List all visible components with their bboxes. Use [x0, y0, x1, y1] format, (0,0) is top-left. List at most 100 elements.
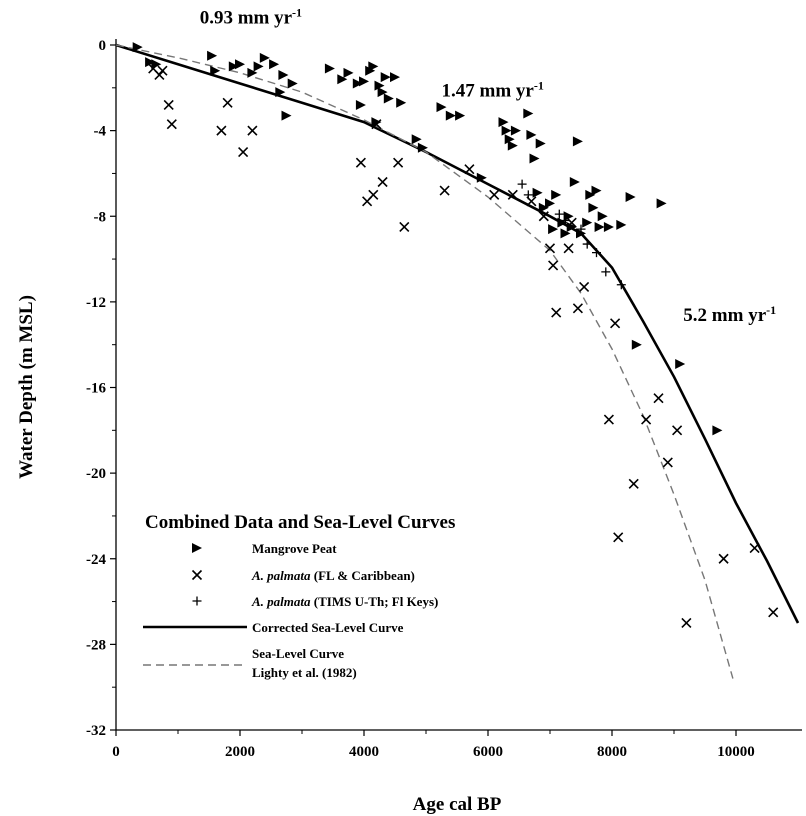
palmata-fl-caribbean-point	[439, 185, 450, 196]
palmata-fl-caribbean-point	[579, 281, 590, 292]
palmata-fl-caribbean-point	[551, 307, 562, 318]
mangrove-peat-point	[377, 87, 388, 98]
palmata-fl-caribbean-point	[544, 243, 556, 254]
y-tick-label: -32	[86, 723, 106, 739]
mangrove-peat-point	[396, 97, 407, 108]
y-axis-title: Water Depth (m MSL)	[16, 295, 37, 479]
palmata-fl-caribbean-point	[653, 393, 664, 404]
mangrove-peat-point	[588, 202, 599, 213]
palmata-tims-point	[576, 224, 586, 234]
palmata-fl-caribbean-point	[399, 221, 410, 233]
mangrove-peat-point	[247, 67, 258, 78]
mangrove-peat-point	[145, 57, 156, 68]
palmata-fl-caribbean-point	[216, 125, 227, 136]
mangrove-peat-point	[625, 191, 636, 202]
mangrove-peat-point	[582, 217, 593, 228]
mangrove-peat-point	[585, 189, 596, 200]
mangrove-peat-point	[368, 61, 379, 72]
legend: Combined Data and Sea-Level Curves Mangr…	[143, 512, 455, 680]
mangrove-peat-point	[355, 99, 366, 110]
mangrove-peat-point	[337, 74, 348, 85]
mangrove-peat-point	[616, 219, 627, 230]
data-points	[132, 42, 779, 629]
palmata-fl-caribbean-point	[672, 425, 683, 436]
mangrove-peat-point	[631, 339, 642, 350]
palmata-fl-caribbean-point	[610, 318, 621, 329]
rate-annotations: 0.93 mm yr-1 1.47 mm yr-1 5.2 mm yr-1	[200, 6, 776, 327]
palmata-tims-point	[561, 216, 570, 226]
y-tick-label: -8	[94, 209, 107, 225]
rate-annotation: 5.2 mm yr-1	[683, 303, 776, 326]
mangrove-peat-point	[132, 42, 143, 53]
mangrove-peat-point	[228, 61, 239, 72]
palmata-fl-caribbean-point	[238, 146, 249, 158]
palmata-tims-point	[582, 239, 592, 249]
palmata-fl-caribbean-point	[507, 189, 518, 200]
palmata-fl-caribbean-point	[563, 243, 574, 254]
mangrove-peat-point	[532, 187, 543, 198]
palmata-tims-point	[616, 280, 626, 290]
mangrove-peat-point	[359, 76, 369, 87]
mangrove-peat-point	[572, 136, 583, 147]
mangrove-peat-point	[523, 108, 534, 119]
mangrove-peat-point	[275, 87, 286, 98]
mangrove-peat-point	[591, 185, 602, 196]
palmata-fl-caribbean-point	[566, 217, 577, 228]
palmata-fl-caribbean-point	[603, 414, 614, 425]
mangrove-peat-point	[557, 217, 568, 228]
y-tick-label: -12	[86, 295, 106, 311]
mangrove-peat-point	[455, 110, 466, 121]
mangrove-peat-point	[343, 67, 354, 78]
mangrove-peat-point	[476, 172, 487, 183]
mangrove-peat-point	[538, 202, 549, 213]
mangrove-peat-point	[510, 125, 521, 136]
x-axis-ticks: 0 2000 4000 6000 8000 10000	[112, 730, 755, 760]
x-axis-title: Age cal BP	[413, 794, 502, 815]
mangrove-peat-point	[371, 117, 382, 128]
mangrove-peat-point	[712, 425, 723, 436]
palmata-fl-caribbean-point	[368, 189, 379, 200]
rate-annotation: 1.47 mm yr-1	[442, 78, 544, 101]
palmata-fl-caribbean-point	[613, 532, 624, 543]
palmata-fl-caribbean-point	[377, 176, 388, 188]
mangrove-peat-point	[551, 189, 562, 200]
legend-label: Corrected Sea-Level Curve	[252, 620, 404, 635]
palmata-tims-point	[517, 179, 527, 189]
palmata-fl-caribbean-point	[355, 157, 366, 168]
palmata-fl-caribbean-point	[572, 303, 583, 314]
mangrove-peat-point	[498, 117, 509, 128]
x-tick-label: 4000	[349, 744, 379, 760]
x-tick-label: 0	[112, 744, 120, 760]
palmata-fl-caribbean-point	[393, 157, 404, 168]
palmata-fl-caribbean-point	[489, 189, 500, 200]
mangrove-peat-point	[507, 140, 518, 151]
mangrove-peat-point	[529, 153, 540, 164]
legend-title: Combined Data and Sea-Level Curves	[145, 512, 455, 533]
palmata-fl-caribbean-point	[157, 65, 168, 76]
palmata-fl-caribbean-point	[768, 607, 779, 618]
mangrove-peat-point	[390, 72, 400, 83]
palmata-fl-caribbean-point	[222, 97, 233, 108]
mangrove-peat-point	[278, 69, 289, 80]
x-tick-label: 8000	[597, 744, 627, 760]
mangrove-peat-point	[436, 102, 447, 113]
mangrove-peat-point	[207, 50, 218, 61]
palmata-tims-point	[554, 209, 564, 219]
y-axis-ticks: 0 -4 -8 -12 -16 -20 -24 -28 -32	[86, 38, 116, 739]
mangrove-peat-point	[548, 224, 559, 235]
palmata-fl-caribbean-point	[163, 99, 174, 111]
x-tick-label: 10000	[717, 744, 755, 760]
y-tick-label: -24	[86, 552, 106, 568]
palmata-fl-caribbean-point	[749, 542, 760, 554]
palmata-tims-point	[601, 267, 611, 277]
mangrove-peat-point	[151, 59, 162, 70]
y-tick-label: 0	[99, 38, 107, 54]
palmata-fl-caribbean-point	[166, 119, 177, 130]
palmata-fl-caribbean-point	[371, 119, 382, 130]
palmata-fl-caribbean-point	[662, 457, 673, 468]
mangrove-peat-point	[210, 65, 221, 76]
mangrove-peat-point	[253, 61, 264, 72]
x-tick-label: 2000	[225, 744, 255, 760]
palmata-fl-caribbean-point	[548, 260, 559, 271]
y-tick-label: -20	[86, 466, 106, 482]
